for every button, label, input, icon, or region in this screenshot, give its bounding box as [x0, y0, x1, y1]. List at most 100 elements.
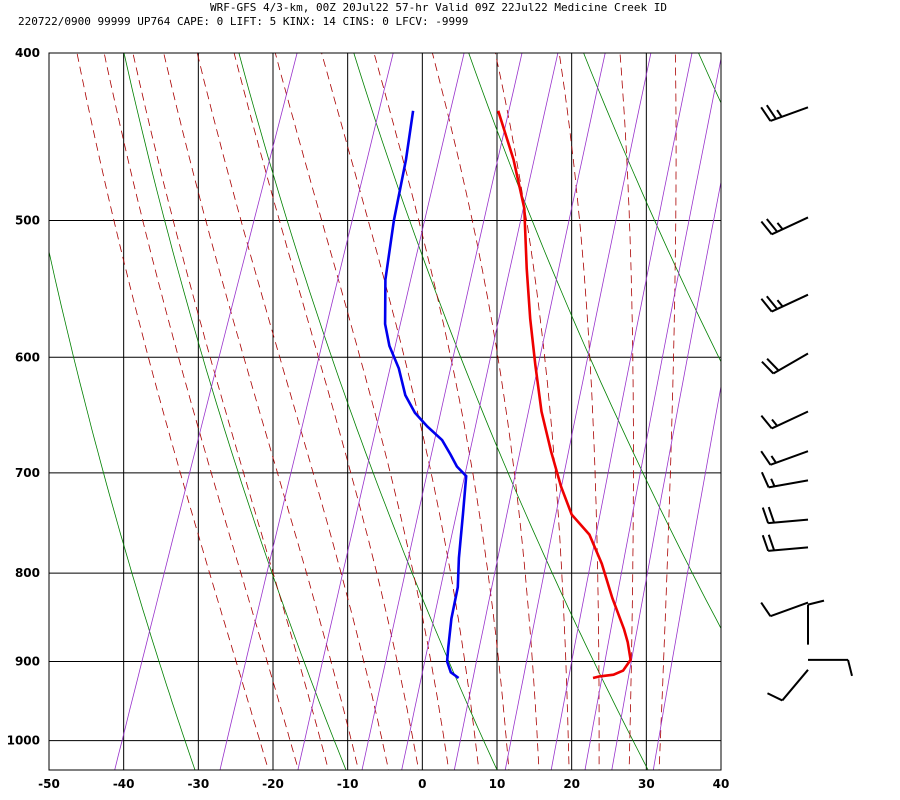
temperature-tick-label: -30 [187, 777, 209, 791]
wind-barb [760, 216, 809, 236]
barb-feather [766, 295, 778, 310]
barb-feather [767, 692, 783, 702]
barb-half-feather [776, 109, 783, 118]
barb-staff [771, 216, 809, 236]
plot-frame [48, 52, 722, 771]
moist-adiabat [373, 53, 510, 770]
barb-staff [781, 669, 809, 702]
dry-adiabat [49, 249, 196, 770]
pressure-tick-label: 400 [15, 46, 40, 60]
moist-adiabat [432, 53, 540, 770]
mixing-ratio-line [114, 53, 298, 770]
barb-staff [772, 352, 809, 375]
pressure-tick-label: 800 [15, 566, 40, 580]
temperature-tick-label: -10 [337, 777, 359, 791]
barb-feather [761, 360, 775, 375]
wind-barb [767, 669, 809, 702]
barb-staff [770, 106, 809, 122]
pressure-tick-label: 600 [15, 350, 40, 364]
moist-adiabat [274, 53, 450, 770]
temperature-tick-label: 20 [563, 777, 580, 791]
temperature-tick-label: 40 [713, 777, 730, 791]
temperature-tick-label: 30 [638, 777, 655, 791]
pressure-tick-label: 900 [15, 655, 40, 669]
moist-adiabat [163, 53, 359, 770]
wind-barbs [760, 104, 853, 702]
wind-barb [761, 352, 809, 375]
mixing-ratio-line [584, 56, 721, 770]
mixing-ratio-line [611, 179, 721, 770]
temperature-tick-label: -50 [38, 777, 60, 791]
moist-adiabat [76, 53, 269, 770]
wind-barb [760, 601, 809, 618]
header-line-1: WRF-GFS 4/3-km, 00Z 20Jul22 57-hr Valid … [210, 1, 667, 14]
temperature-axis: -50 -40 -30 -20 -10 0 10 20 30 40 [38, 777, 729, 791]
moist-adiabat [619, 53, 634, 770]
dry-adiabat [698, 53, 721, 104]
moist-adiabat [494, 53, 570, 770]
dry-adiabat [583, 53, 721, 363]
barb-feather [767, 534, 776, 551]
mixing-ratio-line [219, 53, 394, 770]
mixing-ratio-line [550, 53, 693, 770]
mixing-ratio-line [361, 53, 523, 770]
wind-barb [807, 599, 825, 645]
pressure-tick-label: 1000 [7, 734, 40, 748]
barb-feather [760, 602, 772, 617]
sounding-profiles [383, 110, 632, 680]
barb-feather [760, 298, 773, 313]
wind-barb [760, 104, 809, 122]
barb-staff [771, 293, 809, 313]
temperature-tick-label: -20 [262, 777, 284, 791]
mixing-ratio-line [652, 384, 721, 770]
temperature-tick-label: -40 [113, 777, 135, 791]
barb-feather [766, 218, 778, 233]
barb-staff [771, 410, 809, 430]
dry-adiabat [353, 53, 649, 770]
barb-half-feather [776, 222, 784, 230]
wind-barb [760, 471, 809, 489]
wind-barb [760, 410, 809, 430]
pressure-tick-label: 500 [15, 213, 40, 227]
barb-staff [770, 601, 809, 618]
dry-adiabat [238, 53, 498, 770]
barb-feather [847, 659, 853, 677]
wind-barb [760, 450, 809, 466]
dry-adiabat [468, 53, 721, 630]
barb-feather [767, 506, 776, 523]
mixing-ratio-line [297, 53, 465, 770]
moist-adiabat [321, 53, 480, 770]
moist-adiabat [233, 53, 420, 770]
barb-feather [761, 534, 770, 552]
barb-feather [807, 599, 825, 606]
moist-adiabat [132, 53, 329, 770]
moist-adiabat [558, 53, 600, 770]
barb-feather [766, 357, 780, 372]
barb-feather [760, 471, 770, 488]
temperature-tick-label: 10 [489, 777, 506, 791]
moist-adiabat [103, 53, 299, 770]
barb-half-feather [770, 455, 777, 464]
barb-staff [768, 546, 809, 552]
barb-half-feather [776, 299, 784, 308]
barb-half-feather [771, 418, 778, 427]
moist-adiabat [196, 53, 389, 770]
mixing-ratio-line [453, 53, 606, 770]
wind-barb [808, 658, 853, 677]
barb-staff [770, 450, 809, 466]
barb-feather [760, 106, 772, 122]
pressure-tick-label: 700 [15, 466, 40, 480]
temperature-tick-label: 0 [418, 777, 426, 791]
wind-barb [761, 506, 809, 525]
wind-barb [761, 534, 809, 552]
barb-feather [761, 507, 770, 524]
barb-feather [765, 104, 777, 120]
mixing-ratio-line [401, 53, 559, 770]
barb-feather [760, 220, 773, 235]
barb-staff [768, 518, 809, 525]
wind-barb [760, 293, 809, 313]
mixing-ratio-line [504, 53, 652, 770]
moist-adiabat [658, 53, 677, 770]
barb-staff [768, 479, 809, 489]
